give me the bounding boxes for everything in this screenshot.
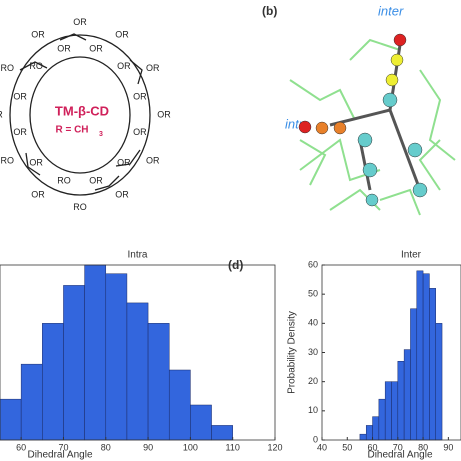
histogram-bar xyxy=(429,288,436,441)
atoms xyxy=(298,33,428,207)
histogram-bar xyxy=(211,425,233,441)
histogram-bar xyxy=(435,323,443,441)
histogram-bar xyxy=(403,349,411,441)
chart-title: Intra xyxy=(127,250,147,261)
subscript: 3 xyxy=(99,131,103,138)
substituent-group: RO xyxy=(1,63,15,73)
x-tick-label: 80 xyxy=(101,442,111,452)
substituent-group: OR xyxy=(133,92,147,102)
histogram-bar xyxy=(359,433,367,441)
histogram-bar xyxy=(391,381,399,441)
substituent-group: OR xyxy=(89,43,103,53)
histogram-bar xyxy=(42,323,64,441)
substituent-group: OR xyxy=(31,29,45,39)
cyclodextrin-ring xyxy=(9,33,151,196)
x-tick-label: 60 xyxy=(16,442,26,452)
y-tick-label: 50 xyxy=(308,289,318,299)
x-tick-label: 80 xyxy=(418,442,428,452)
x-tick-label: 60 xyxy=(368,442,378,452)
y-tick-label: 0 xyxy=(313,434,318,444)
histogram-bar xyxy=(105,273,128,441)
substituent-group: OR xyxy=(13,92,27,102)
histogram-bar xyxy=(416,270,424,441)
y-tick-label: 30 xyxy=(308,347,318,357)
substituent-group: OR xyxy=(133,127,147,137)
y-tick-label: 20 xyxy=(308,376,318,386)
substituent-group: OR xyxy=(115,189,129,199)
chart-title: Inter xyxy=(401,250,422,261)
histogram-bar xyxy=(365,425,373,441)
compound-name: TM-β-CD xyxy=(55,103,109,118)
substituent-group: RO xyxy=(73,202,87,212)
histogram-bar xyxy=(190,404,212,441)
substituent-group: OR xyxy=(115,29,129,39)
x-tick-label: 70 xyxy=(58,442,68,452)
x-tick-label: 50 xyxy=(342,442,352,452)
x-axis-label: Dihedral Angle xyxy=(27,450,92,461)
y-tick-label: 10 xyxy=(308,405,318,415)
substituent-group: OR xyxy=(73,17,87,27)
panel-label: (b) xyxy=(262,4,277,18)
green-sticks xyxy=(289,38,456,216)
x-tick-label: 40 xyxy=(317,442,327,452)
substituent-group: OR xyxy=(31,189,45,199)
plot-frame xyxy=(0,264,276,441)
substituent-group: OR xyxy=(0,109,3,119)
substituent-group: OR xyxy=(146,156,160,166)
substituent-group: RO xyxy=(29,61,43,71)
x-tick-label: 70 xyxy=(393,442,403,452)
substituent-group: OR xyxy=(29,158,43,168)
x-axis-label: Dihedral Angle xyxy=(367,450,432,461)
histogram-bar xyxy=(63,285,85,441)
x-tick-label: 90 xyxy=(443,442,453,452)
histogram-bar xyxy=(378,398,386,441)
substituent-group: RO xyxy=(57,175,71,185)
inter-label: inter xyxy=(378,3,404,18)
histogram-bar xyxy=(372,416,380,441)
histogram-bar xyxy=(168,369,191,441)
x-tick-label: 90 xyxy=(143,442,153,452)
substituent-group: RO xyxy=(1,156,15,166)
x-tick-label: 110 xyxy=(226,442,240,452)
y-tick-label: 40 xyxy=(308,318,318,328)
y-tick-label: 60 xyxy=(308,259,318,269)
y-axis-label: Probability Density xyxy=(287,311,298,394)
histogram-bar xyxy=(384,381,392,441)
substituent-group: OR xyxy=(89,175,103,185)
substituent-group: OR xyxy=(117,61,131,71)
substituent-group: OR xyxy=(157,109,171,119)
substituent-group: OR xyxy=(117,158,131,168)
histogram-bar xyxy=(422,273,430,441)
substituent: R = CH xyxy=(55,125,88,136)
histogram-bar xyxy=(147,323,170,441)
substituent-group: OR xyxy=(57,43,71,53)
histogram-bar xyxy=(397,361,405,441)
x-tick-label: 120 xyxy=(267,442,282,452)
histogram-bar xyxy=(20,363,43,441)
histogram-bar xyxy=(0,398,22,441)
histogram-bar xyxy=(410,308,418,441)
substituent-group: OR xyxy=(13,127,27,137)
substituent-group: OR xyxy=(146,63,160,73)
histogram-bar xyxy=(84,264,107,441)
x-tick-label: 100 xyxy=(183,442,198,452)
histogram-bar xyxy=(126,302,149,441)
